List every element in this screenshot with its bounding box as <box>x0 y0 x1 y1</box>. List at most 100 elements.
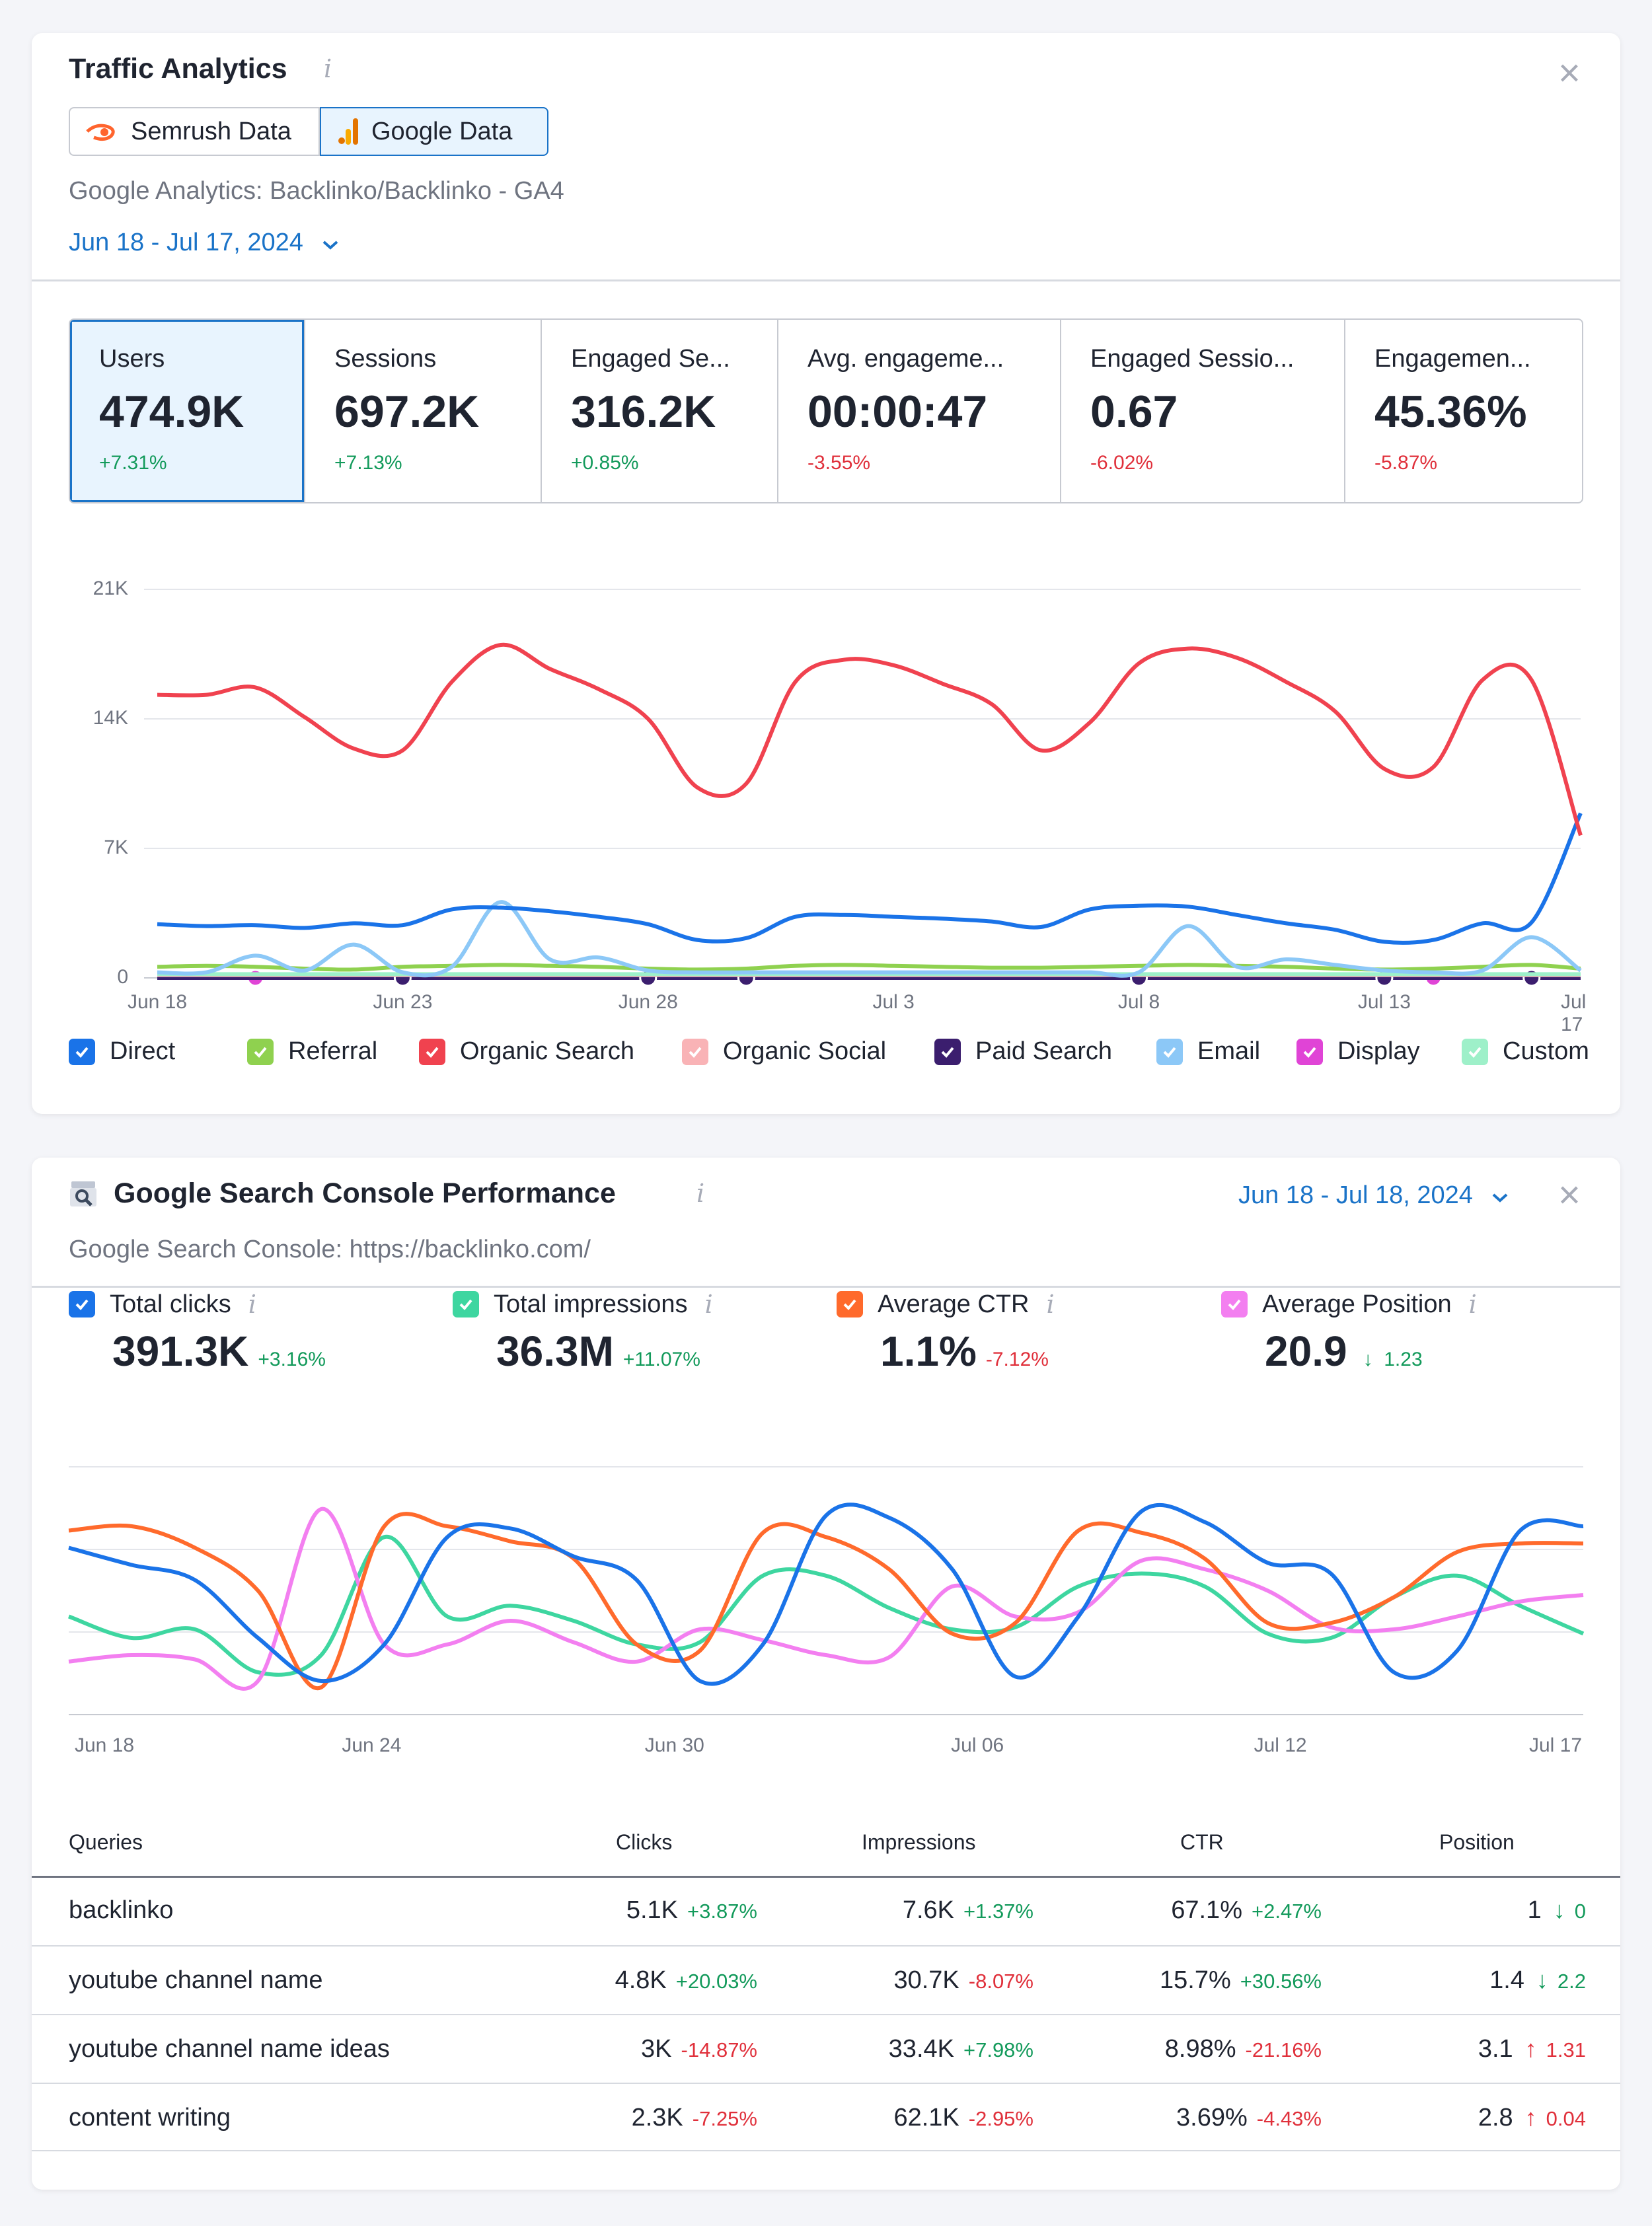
semrush-data-toggle[interactable]: Semrush Data <box>69 107 320 156</box>
kpi-label: Engagemen... <box>1374 345 1531 373</box>
legend-label: Display <box>1337 1037 1420 1065</box>
impressions-cell: 30.7K -8.07% <box>893 1966 1033 1994</box>
header-divider <box>32 1286 1620 1288</box>
col-header-queries[interactable]: Queries <box>69 1830 143 1854</box>
table-row[interactable]: youtube channel name ideas 3K -14.87% 33.… <box>32 2014 1620 2083</box>
kpi-row: Users 474.9K +7.31% Sessions 697.2K +7.1… <box>69 318 1583 503</box>
col-header-ctr[interactable]: CTR <box>1180 1830 1224 1854</box>
legend-email[interactable]: Email <box>1156 1037 1260 1066</box>
metric-average-ctr[interactable]: Average CTR i 1.1% -7.12% <box>837 1290 1055 1375</box>
info-icon[interactable]: i <box>1046 1290 1055 1319</box>
legend-paid-search[interactable]: Paid Search <box>934 1037 1112 1066</box>
info-icon[interactable]: i <box>696 1179 705 1208</box>
date-range-picker[interactable]: Jun 18 - Jul 17, 2024 <box>69 229 339 257</box>
kpi-change: +7.31% <box>99 452 167 474</box>
search-console-icon <box>70 1181 96 1206</box>
position-cell: 3.1 ↑ 1.31 <box>1478 2035 1586 2063</box>
legend-label: Paid Search <box>975 1037 1113 1065</box>
x-tick-label: Jul 13 <box>1357 991 1411 1013</box>
kpi-label: Sessions <box>334 345 437 373</box>
y-tick-label: 21K <box>93 577 128 599</box>
legend-label: Direct <box>110 1037 176 1065</box>
traffic-line-chart[interactable] <box>32 548 1620 1011</box>
metric-value: 20.9 <box>1265 1327 1347 1375</box>
series-line-referral <box>157 963 1581 972</box>
traffic-title: Traffic Analytics <box>69 53 287 85</box>
x-tick-label: Jul 17 <box>1561 991 1587 1035</box>
col-header-impressions[interactable]: Impressions <box>862 1830 976 1854</box>
legend-organic-social[interactable]: Organic Social <box>682 1037 886 1066</box>
checkbox-icon <box>1156 1038 1183 1065</box>
position-cell: 1 ↓ 0 <box>1527 1896 1586 1924</box>
gsc-line-chart[interactable] <box>32 1454 1620 1771</box>
metric-total-impressions[interactable]: Total impressions i 36.3M +11.07% <box>453 1290 713 1375</box>
semrush-logo-icon <box>86 124 115 141</box>
close-icon[interactable]: × <box>1558 52 1581 94</box>
google-data-toggle[interactable]: Google Data <box>320 107 548 156</box>
arrow-up-icon: ↑ <box>1524 2035 1537 2062</box>
close-icon[interactable]: × <box>1558 1173 1581 1216</box>
col-header-clicks[interactable]: Clicks <box>616 1830 673 1854</box>
series-line-direct <box>157 812 1583 945</box>
kpi-change: -3.55% <box>807 452 871 474</box>
kpi-engaged-sessions[interactable]: Engaged Se... 316.2K +0.85% <box>542 320 778 502</box>
col-header-position[interactable]: Position <box>1439 1830 1515 1854</box>
x-tick-label: Jun 24 <box>342 1734 402 1756</box>
legend-direct[interactable]: Direct <box>69 1037 175 1066</box>
checkbox-icon <box>69 1038 95 1065</box>
info-icon[interactable]: i <box>704 1290 713 1319</box>
legend-custom[interactable]: Custom <box>1462 1037 1589 1066</box>
x-tick-label: Jun 18 <box>74 1734 135 1756</box>
legend-referral[interactable]: Referral <box>247 1037 377 1066</box>
kpi-value: 45.36% <box>1374 387 1527 437</box>
legend-organic-search[interactable]: Organic Search <box>419 1037 634 1066</box>
x-tick-label: Jul 17 <box>1528 1734 1583 1756</box>
kpi-avg-engagement[interactable]: Avg. engageme... 00:00:47 -3.55% <box>778 320 1061 502</box>
x-tick-label: Jul 06 <box>951 1734 1004 1756</box>
ctr-cell: 3.69% -4.43% <box>1176 2104 1322 2132</box>
table-header-divider <box>32 1876 1620 1878</box>
info-icon[interactable]: i <box>1468 1290 1477 1319</box>
metric-value: 36.3M <box>496 1327 614 1375</box>
legend-display[interactable]: Display <box>1296 1037 1420 1066</box>
x-tick-label: Jul 3 <box>872 991 915 1013</box>
kpi-sessions[interactable]: Sessions 697.2K +7.13% <box>305 320 542 502</box>
kpi-change: -5.87% <box>1374 452 1438 474</box>
arrow-down-icon: ↓ <box>1553 1896 1565 1923</box>
legend-label: Organic Search <box>460 1037 635 1065</box>
x-tick-label: Jun 28 <box>618 991 678 1013</box>
metric-average-position[interactable]: Average Position i 20.9 ↓ 1.23 <box>1221 1290 1477 1375</box>
ctr-cell: 15.7% +30.56% <box>1160 1966 1322 1994</box>
metric-total-clicks[interactable]: Total clicks i 391.3K +3.16% <box>69 1290 326 1375</box>
kpi-engagement-rate[interactable]: Engagemen... 45.36% -5.87% <box>1345 320 1582 502</box>
gsc-date-range-picker[interactable]: Jun 18 - Jul 18, 2024 <box>1238 1181 1509 1210</box>
info-icon[interactable]: i <box>248 1290 256 1319</box>
metric-change: ↓ 1.23 <box>1363 1349 1423 1370</box>
query-text: youtube channel name <box>69 1966 323 1994</box>
info-icon[interactable]: i <box>324 54 332 83</box>
table-row[interactable]: backlinko 5.1K +3.87% 7.6K +1.37% 67.1% +2.… <box>32 1876 1620 1945</box>
clicks-cell: 4.8K +20.03% <box>615 1966 757 1994</box>
kpi-change: +0.85% <box>571 452 639 474</box>
metric-value: 1.1% <box>880 1327 977 1375</box>
metric-label: Average CTR <box>878 1290 1030 1318</box>
clicks-cell: 2.3K -7.25% <box>631 2104 757 2132</box>
semrush-data-label: Semrush Data <box>131 117 291 145</box>
kpi-engaged-sessions-per-user[interactable]: Engaged Sessio... 0.67 -6.02% <box>1061 320 1345 502</box>
series-line-email <box>157 900 1582 978</box>
clicks-cell: 3K -14.87% <box>641 2035 757 2063</box>
gsc-source: Google Search Console: https://backlinko… <box>69 1236 591 1263</box>
table-row[interactable]: youtube channel name 4.8K +20.03% 30.7K -8… <box>32 1945 1620 2014</box>
metric-change-value: 1.23 <box>1384 1349 1423 1370</box>
legend-label: Organic Social <box>723 1037 887 1065</box>
kpi-label: Users <box>99 345 165 373</box>
ctr-cell: 67.1% +2.47% <box>1171 1896 1322 1924</box>
query-text: youtube channel name ideas <box>69 2035 390 2063</box>
checkbox-icon <box>934 1038 961 1065</box>
metric-label: Total impressions <box>494 1290 688 1318</box>
checkbox-icon <box>1296 1038 1323 1065</box>
checkbox-icon <box>247 1038 274 1065</box>
table-row[interactable]: content writing 2.3K -7.25% 62.1K -2.95% 3… <box>32 2083 1620 2151</box>
checkbox-icon <box>69 1291 95 1317</box>
kpi-users[interactable]: Users 474.9K +7.31% <box>70 320 305 502</box>
